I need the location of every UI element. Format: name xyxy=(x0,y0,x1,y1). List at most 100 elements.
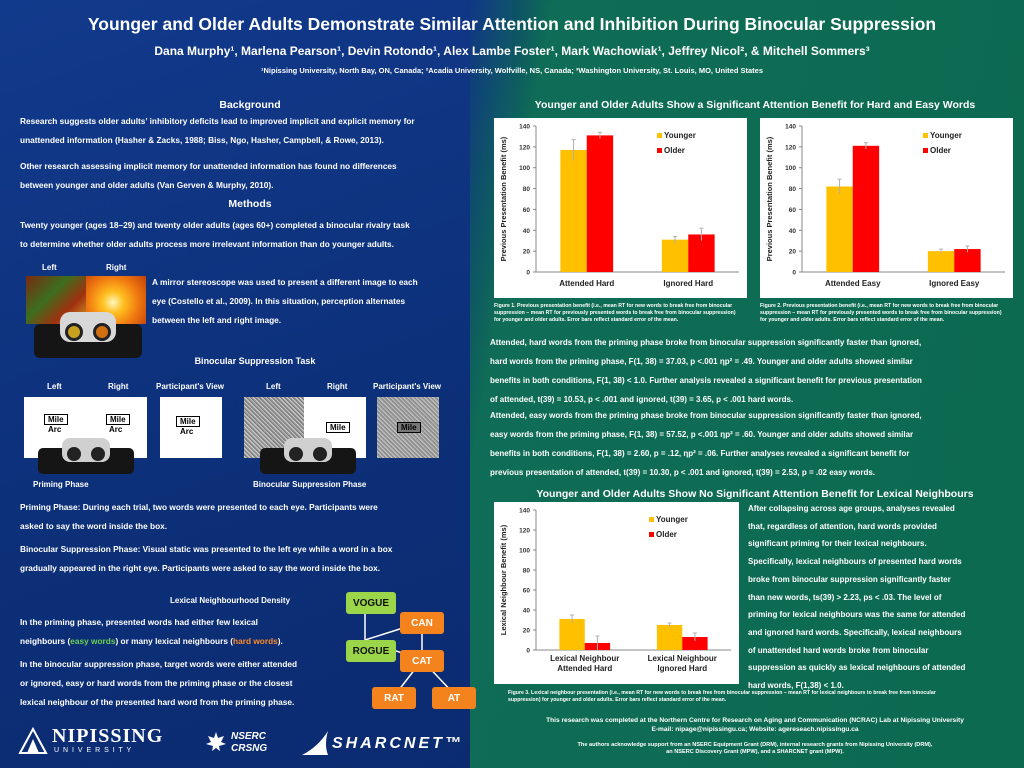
node-at: AT xyxy=(432,687,476,709)
word-box-mile: Mile xyxy=(106,414,130,425)
legend-swatch-younger xyxy=(657,133,662,138)
legend-swatch-older xyxy=(649,532,654,537)
text-line: A mirror stereoscope was used to present… xyxy=(152,277,418,287)
text-line: broke from binocular suppression signifi… xyxy=(748,574,951,584)
text-line: significant priming for their lexical ne… xyxy=(748,539,927,549)
y-tick-label: 80 xyxy=(523,186,531,193)
y-tick-label: 0 xyxy=(526,648,530,655)
caption-line: for younger and older adults. Error bars… xyxy=(760,317,945,323)
text-line: Priming Phase: During each trial, two wo… xyxy=(20,502,378,512)
results-heading-1: Younger and Older Adults Show a Signific… xyxy=(534,99,976,111)
shark-fin-icon xyxy=(302,731,328,755)
figure-3-caption: Figure 3. Lexical neighbour presentation… xyxy=(508,690,1018,704)
text-line: benefits in both conditions, F(1, 38) < … xyxy=(490,376,922,385)
text-line: Attended, hard words from the priming ph… xyxy=(490,338,922,347)
y-tick-label: 60 xyxy=(523,588,531,595)
sharcnet-logo: SHARCNET™ xyxy=(300,727,480,759)
node-rogue: ROGUE xyxy=(346,640,396,662)
nipissing-crest-icon xyxy=(18,727,48,754)
legend-swatch-younger xyxy=(923,133,928,138)
task-heading: Binocular Suppression Task xyxy=(194,356,316,366)
word-arc: Arc xyxy=(180,427,194,436)
word-box-mile: Mile xyxy=(176,416,200,427)
lexical-neighbour-text: After collapsing across age groups, anal… xyxy=(748,500,1020,695)
university-wordmark: U N I V E R S I T Y xyxy=(54,747,133,754)
caption-line: suppression) for younger and older adult… xyxy=(508,697,727,703)
caption-line: for younger and older adults. Error bars… xyxy=(494,317,679,323)
legend-swatch-younger xyxy=(649,517,654,522)
bar-younger xyxy=(656,625,683,650)
nipissing-wordmark: NIPISSING xyxy=(52,725,164,747)
text-line: Specifically, lexical neighbours of pres… xyxy=(748,557,962,567)
supp-right-label: Right xyxy=(327,382,348,391)
priming-view-label: Participant's View xyxy=(156,382,225,391)
y-tick-label: 20 xyxy=(523,249,531,256)
y-axis-label: Lexical Neighbour Benefit (ms) xyxy=(499,524,508,635)
bar-older xyxy=(688,234,715,272)
figure-2-caption: Figure 2. Previous presentation benefit … xyxy=(760,303,1020,324)
text-line: previous presentation of attended, t(39)… xyxy=(490,468,876,477)
y-tick-label: 140 xyxy=(785,124,796,131)
node-vogue: VOGUE xyxy=(346,592,396,614)
text-line: of unattended hard words broke from bino… xyxy=(748,645,929,655)
priming-phase-label: Priming Phase xyxy=(33,480,89,489)
text-line: lexical neighbour of the presented hard … xyxy=(20,697,295,707)
text-line: unattended information (Hasher & Zacks, … xyxy=(20,135,384,145)
y-tick-label: 60 xyxy=(523,207,531,214)
text-line: between younger and older adults (Van Ge… xyxy=(20,180,274,190)
bar-younger xyxy=(560,149,587,272)
results-paragraph-2: Attended, easy words from the priming ph… xyxy=(490,406,1020,482)
chart-1-svg: 0 20 40 60 80 100 120 140 Previous Presentation … xyxy=(499,124,739,288)
text-line: to determine whether older adults proces… xyxy=(20,239,394,249)
supp-stereoscope xyxy=(258,436,358,476)
density-heading: Lexical Neighbourhood Density xyxy=(170,596,291,605)
y-tick-label: 100 xyxy=(519,548,530,555)
right-image-label: Right xyxy=(106,263,127,272)
text-line: In the priming phase, presented words ha… xyxy=(20,617,258,627)
text-line: asked to say the word inside the box. xyxy=(20,521,168,531)
density-text: In the priming phase, presented words ha… xyxy=(20,613,350,712)
y-tick-label: 140 xyxy=(519,508,530,515)
text-line: Attended, easy words from the priming ph… xyxy=(490,411,922,420)
left-word-arc: Arc xyxy=(48,425,62,434)
bar-younger xyxy=(661,239,689,272)
phase-description: Priming Phase: During each trial, two wo… xyxy=(20,498,495,578)
y-tick-label: 0 xyxy=(792,270,796,277)
y-tick-label: 20 xyxy=(789,249,797,256)
bar-younger xyxy=(927,251,955,272)
legend-swatch-older xyxy=(657,148,662,153)
text-line: neighbours (easy words) or many lexical … xyxy=(20,632,350,651)
participant-view-supp: Mile xyxy=(377,397,439,458)
x-category-label: Lexical Neighbour xyxy=(550,654,619,663)
stereoscope-text: A mirror stereoscope was used to present… xyxy=(152,273,492,330)
text-line: and ignored hard words. Specifically, le… xyxy=(748,627,962,637)
left-image-label: Left xyxy=(42,263,57,272)
x-category-label: Lexical Neighbour xyxy=(648,654,717,663)
x-category-label: Ignored Hard xyxy=(657,664,707,673)
node-cat: CAT xyxy=(400,650,444,672)
node-rat: RAT xyxy=(372,687,416,709)
text-line: that, regardless of attention, hard word… xyxy=(748,521,937,531)
caption-line: suppression – mean RT for previously pre… xyxy=(494,310,736,316)
caption-line: Figure 1. Previous presentation benefit … xyxy=(494,303,733,309)
text-line: easy words from the priming phase, F(1, … xyxy=(490,430,914,439)
participant-view-priming: Mile Arc xyxy=(160,397,222,458)
y-tick-label: 20 xyxy=(523,628,531,635)
text-line: between the left and right image. xyxy=(152,315,282,325)
word-box-mile: Mile xyxy=(326,422,350,433)
text-line: than new words, ts(39) > 2.23, ps < .03.… xyxy=(748,592,942,602)
suppression-phase-label: Binocular Suppression Phase xyxy=(253,480,367,489)
x-category-label: Attended Easy xyxy=(825,279,881,288)
left-background xyxy=(0,0,512,768)
legend-label-older: Older xyxy=(656,530,677,539)
y-tick-label: 0 xyxy=(526,270,530,277)
acknowledgements: This research was completed at the North… xyxy=(490,716,1020,756)
y-tick-label: 120 xyxy=(519,528,530,535)
y-tick-label: 40 xyxy=(523,228,531,235)
legend-label-younger: Younger xyxy=(656,515,688,524)
text-line: gradually appeared in the right eye. Par… xyxy=(20,563,381,573)
text-line: After collapsing across age groups, anal… xyxy=(748,504,955,513)
text-line: Other research assessing implicit memory… xyxy=(20,161,397,171)
x-category-label: Attended Hard xyxy=(559,279,614,288)
caption-line: Figure 2. Previous presentation benefit … xyxy=(760,303,999,309)
